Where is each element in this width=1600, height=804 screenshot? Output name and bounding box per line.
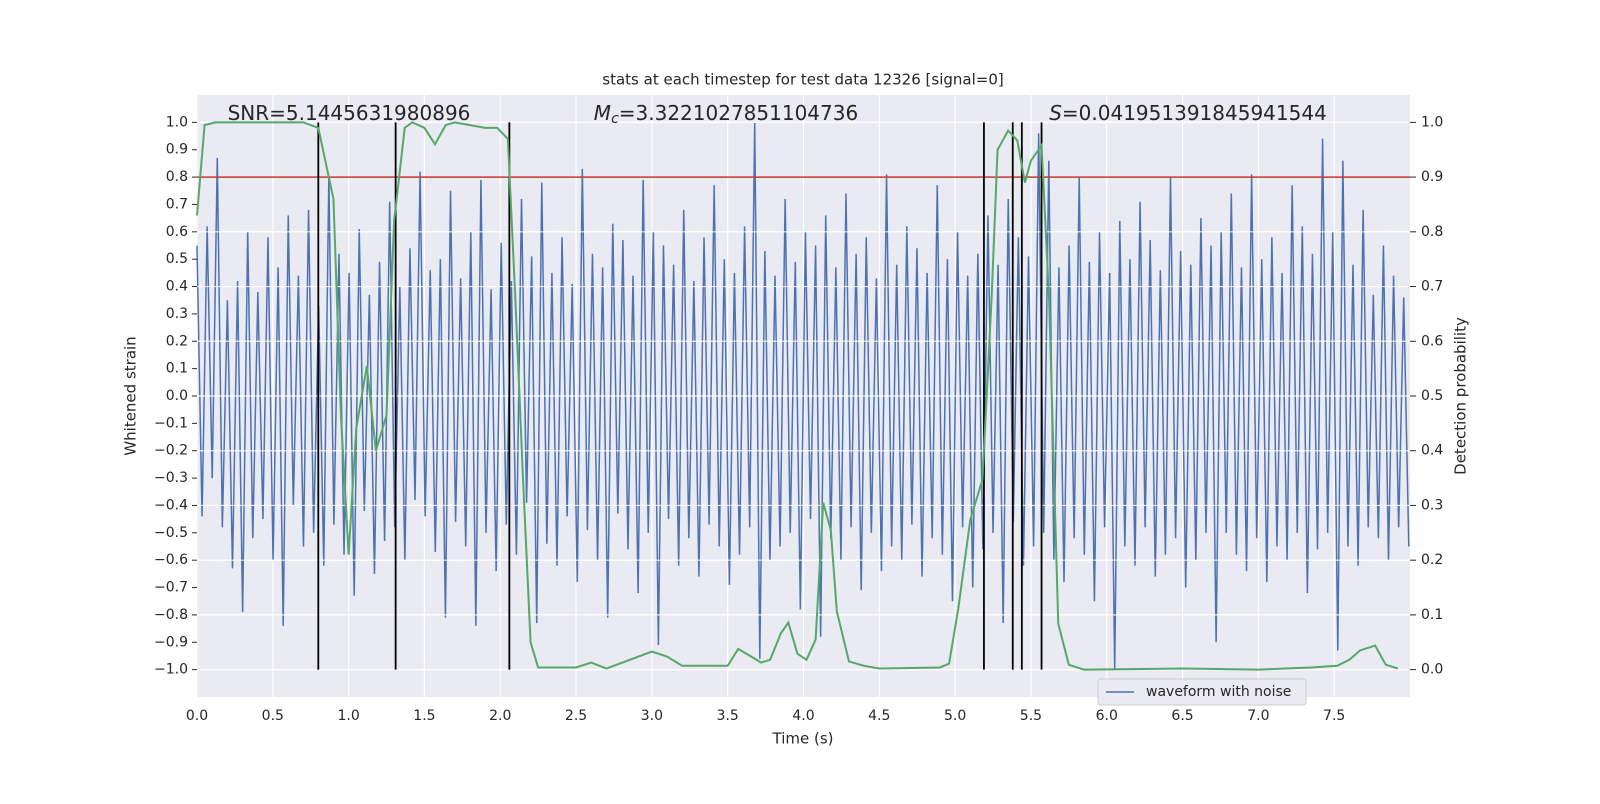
x-tick-label: 6.5 <box>1171 708 1193 724</box>
y-tick-label: 1.0 <box>166 114 188 130</box>
x-tick-label: 0.5 <box>262 708 284 724</box>
y2-tick-label: 0.1 <box>1421 607 1443 623</box>
y2-tick-label: 1.0 <box>1421 114 1443 130</box>
x-tick-label: 6.0 <box>1096 708 1118 724</box>
y-axis-label: Whitened strain <box>122 336 140 455</box>
y2-tick-label: 0.0 <box>1421 662 1443 678</box>
annotation-text: =3.3221027851104736 <box>619 101 858 125</box>
annotation: Mc=3.3221027851104736 <box>594 101 858 128</box>
y-tick-label: −1.0 <box>154 662 188 678</box>
y-tick-label: 0.0 <box>166 388 188 404</box>
y-tick-label: 0.2 <box>166 333 188 349</box>
x-tick-label: 4.0 <box>792 708 814 724</box>
x-tick-label: 7.5 <box>1323 708 1345 724</box>
x-tick-label: 5.0 <box>944 708 966 724</box>
annotation-symbol: S <box>1049 101 1062 125</box>
x-tick-label: 0.0 <box>186 708 208 724</box>
y-tick-label: −0.8 <box>154 607 188 623</box>
annotation-text: =0.041951391845941544 <box>1062 101 1327 125</box>
y-tick-label: 0.5 <box>166 251 188 267</box>
y-tick-label: −0.3 <box>154 470 188 486</box>
legend-box <box>1097 678 1307 706</box>
x-axis-label: Time (s) <box>772 730 834 748</box>
y-tick-label: 0.4 <box>166 279 188 295</box>
y-tick-label: 0.8 <box>166 169 188 185</box>
y2-tick-label: 0.6 <box>1421 333 1443 349</box>
y2-tick-label: 0.5 <box>1421 388 1443 404</box>
x-tick-label: 2.5 <box>565 708 587 724</box>
y-tick-label: 0.9 <box>166 142 188 158</box>
y-tick-label: −0.9 <box>154 634 188 650</box>
x-tick-label: 1.5 <box>413 708 435 724</box>
x-tick-label: 7.0 <box>1247 708 1269 724</box>
x-tick-label: 2.0 <box>489 708 511 724</box>
y-tick-label: 0.1 <box>166 361 188 377</box>
y2-tick-label: 0.2 <box>1421 552 1443 568</box>
x-tick-label: 3.0 <box>641 708 663 724</box>
y2-axis-label: Detection probability <box>1452 317 1470 475</box>
legend-label: waveform with noise <box>1146 684 1291 700</box>
annotation: S=0.041951391845941544 <box>1049 101 1327 125</box>
x-tick-label: 1.0 <box>337 708 359 724</box>
x-tick-label: 4.5 <box>868 708 890 724</box>
x-tick-label: 3.5 <box>717 708 739 724</box>
y-tick-label: −0.5 <box>154 525 188 541</box>
y-tick-label: −0.1 <box>154 415 188 431</box>
chart-title: stats at each timestep for test data 123… <box>602 71 1003 89</box>
y2-tick-label: 0.4 <box>1421 443 1443 459</box>
annotation: SNR=5.1445631980896 <box>228 101 471 125</box>
y-tick-label: −0.7 <box>154 580 188 596</box>
y-tick-label: 0.7 <box>166 196 188 212</box>
annotation-symbol: M <box>594 101 611 125</box>
y2-tick-label: 0.3 <box>1421 497 1443 513</box>
y-tick-label: 0.3 <box>166 306 188 322</box>
y-tick-label: −0.6 <box>154 552 188 568</box>
y2-tick-label: 0.9 <box>1421 169 1443 185</box>
probability-line <box>196 121 1399 671</box>
y2-tick-label: 0.7 <box>1421 279 1443 295</box>
waveform-line <box>196 122 1410 670</box>
y-tick-label: −0.2 <box>154 443 188 459</box>
annotation-subscript: c <box>611 111 619 127</box>
y-tick-label: 0.6 <box>166 224 188 240</box>
annotation-text: SNR=5.1445631980896 <box>228 101 471 125</box>
y2-tick-label: 0.8 <box>1421 224 1443 240</box>
x-tick-label: 5.5 <box>1020 708 1042 724</box>
y-tick-label: −0.4 <box>154 497 188 513</box>
